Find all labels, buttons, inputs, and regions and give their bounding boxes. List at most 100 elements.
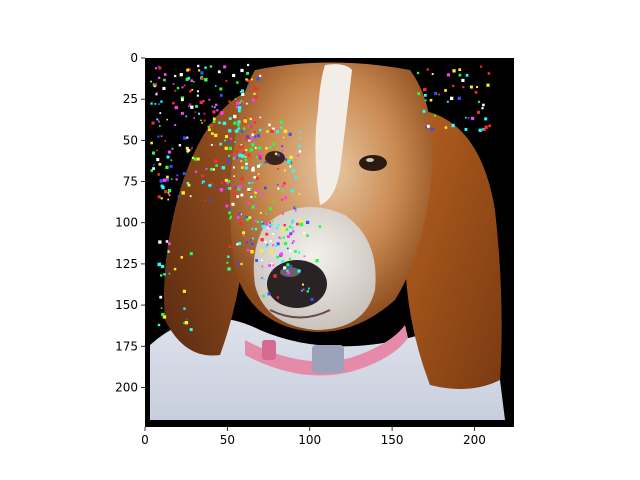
dog-white-blaze <box>315 64 352 205</box>
noise-speckle <box>247 136 251 140</box>
noise-speckle <box>450 96 454 100</box>
noise-speckle <box>283 169 286 172</box>
noise-speckle <box>262 294 265 298</box>
noise-speckle <box>272 201 275 203</box>
noise-speckle <box>162 266 165 268</box>
noise-speckle <box>204 66 207 69</box>
noise-speckle <box>245 241 248 244</box>
noise-speckle <box>232 157 236 160</box>
noise-speckle <box>154 85 156 88</box>
noise-speckle <box>150 80 152 83</box>
noise-speckle <box>228 100 231 103</box>
noise-speckle <box>173 267 177 271</box>
noise-speckle <box>189 328 193 332</box>
noise-speckle <box>208 183 212 187</box>
noise-speckle <box>215 103 218 107</box>
noise-speckle <box>226 181 229 185</box>
noise-speckle <box>236 128 239 131</box>
noise-speckle <box>303 255 306 258</box>
noise-speckle <box>257 173 260 176</box>
noise-speckle <box>259 157 262 160</box>
noise-speckle <box>247 153 251 157</box>
noise-speckle <box>258 154 262 158</box>
noise-speckle <box>283 182 286 185</box>
noise-speckle <box>217 70 221 74</box>
noise-speckle <box>241 154 245 158</box>
noise-speckle <box>260 259 263 262</box>
noise-speckle <box>298 150 302 153</box>
noise-speckle <box>446 100 449 103</box>
noise-speckle <box>244 166 248 170</box>
noise-speckle <box>255 259 258 262</box>
noise-speckle <box>289 264 293 268</box>
noise-speckle <box>237 187 241 191</box>
noise-speckle <box>268 225 271 228</box>
noise-speckle <box>295 206 297 209</box>
noise-speckle <box>223 65 227 69</box>
noise-speckle <box>254 204 257 207</box>
noise-speckle <box>160 135 163 137</box>
noise-speckle <box>261 193 265 196</box>
noise-speckle <box>212 110 216 114</box>
noise-speckle <box>150 141 153 145</box>
noise-speckle <box>252 166 255 170</box>
noise-speckle <box>272 142 276 146</box>
noise-speckle <box>187 183 191 187</box>
noise-speckle <box>296 222 299 226</box>
noise-speckle <box>204 199 206 201</box>
noise-speckle <box>230 153 233 156</box>
noise-speckle <box>281 198 283 201</box>
noise-speckle <box>247 84 250 86</box>
noise-speckle <box>231 202 235 206</box>
noise-speckle <box>254 191 258 194</box>
noise-speckle <box>246 218 249 221</box>
noise-speckle <box>303 231 306 234</box>
noise-speckle <box>203 112 206 115</box>
noise-speckle <box>297 251 301 254</box>
noise-speckle <box>245 156 247 158</box>
noise-speckle <box>203 182 205 185</box>
noise-speckle <box>197 90 199 93</box>
noise-speckle <box>287 159 291 163</box>
noise-speckle <box>438 93 441 96</box>
noise-speckle <box>416 71 420 75</box>
noise-speckle <box>434 91 438 95</box>
noise-speckle <box>204 78 208 82</box>
noise-speckle <box>464 128 468 131</box>
noise-speckle <box>151 121 155 125</box>
noise-speckle <box>250 116 253 118</box>
noise-speckle <box>161 264 165 269</box>
noise-speckle <box>202 100 205 102</box>
noise-speckle <box>259 152 263 156</box>
noise-speckle <box>251 242 254 246</box>
noise-speckle <box>184 321 189 325</box>
noise-speckle <box>243 102 245 104</box>
noise-speckle <box>246 249 250 252</box>
noise-speckle <box>254 219 257 222</box>
noise-speckle <box>220 181 223 184</box>
noise-speckle <box>250 250 254 254</box>
noise-speckle <box>239 91 242 93</box>
noise-speckle <box>241 89 245 93</box>
noise-speckle <box>225 135 228 139</box>
noise-speckle <box>265 212 268 215</box>
noise-speckle <box>250 187 253 190</box>
noise-speckle <box>216 109 219 112</box>
noise-speckle <box>152 151 156 155</box>
noise-speckle <box>174 105 178 110</box>
noise-speckle <box>158 120 160 123</box>
noise-speckle <box>249 183 251 186</box>
noise-speckle <box>156 92 158 94</box>
noise-speckle <box>158 76 161 79</box>
noise-speckle <box>237 106 242 110</box>
noise-speckle <box>291 242 294 244</box>
noise-overlay <box>150 63 491 332</box>
noise-speckle <box>228 154 231 157</box>
noise-speckle <box>246 71 249 75</box>
noise-speckle <box>179 73 183 77</box>
noise-speckle <box>426 124 430 128</box>
noise-speckle <box>308 287 310 290</box>
noise-speckle <box>218 121 221 124</box>
noise-speckle <box>160 100 163 103</box>
noise-speckle <box>178 144 182 147</box>
